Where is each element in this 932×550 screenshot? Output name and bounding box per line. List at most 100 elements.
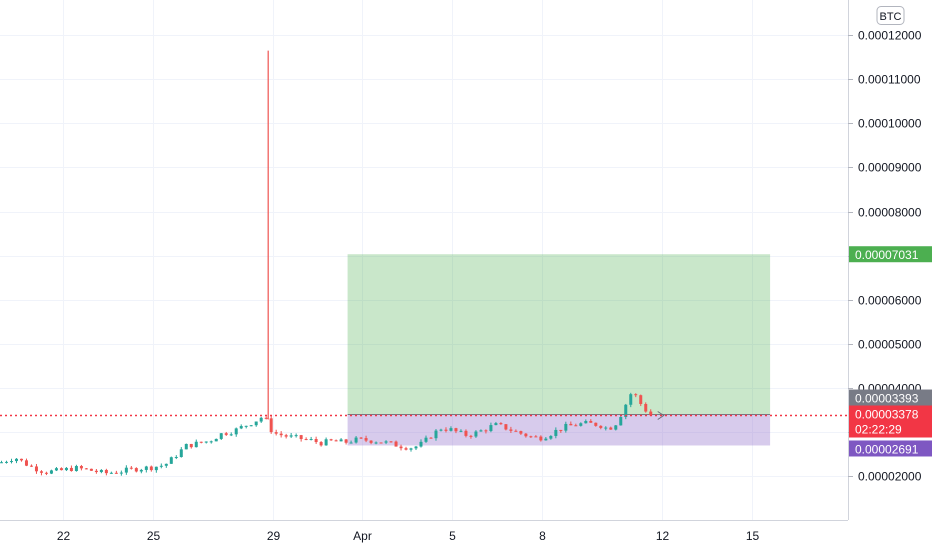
x-tick-label: 25 — [147, 529, 161, 543]
candle — [84, 468, 88, 470]
candle — [639, 394, 643, 407]
candle — [74, 464, 78, 472]
price-tags: 0.000070310.000033930.0000337802:22:290.… — [849, 246, 932, 457]
arrow-icon — [657, 411, 665, 420]
candle — [379, 442, 383, 444]
candle — [224, 431, 228, 436]
candle — [424, 435, 428, 443]
candles — [0, 50, 653, 476]
candle — [314, 436, 318, 444]
candle — [99, 469, 103, 474]
candle — [544, 437, 548, 441]
x-tick-label: Apr — [353, 529, 372, 543]
candle — [609, 426, 613, 430]
position-tool[interactable] — [347, 254, 771, 446]
candle — [294, 433, 298, 438]
candle — [409, 447, 413, 452]
candle — [154, 466, 158, 473]
entry-price-tag: 0.00003393 — [849, 389, 932, 406]
candle — [649, 409, 653, 416]
candle — [499, 422, 503, 425]
grid — [0, 0, 848, 520]
candle — [214, 438, 218, 442]
svg-text:0.00003378: 0.00003378 — [855, 408, 919, 422]
candle — [334, 439, 338, 442]
candle — [264, 416, 268, 420]
candle — [284, 433, 288, 439]
candle — [469, 434, 473, 439]
candle — [239, 424, 243, 430]
candle — [324, 437, 328, 446]
profit-zone[interactable] — [347, 254, 771, 415]
candle — [79, 464, 83, 471]
candle — [569, 421, 573, 426]
candle — [399, 444, 403, 451]
candle — [604, 426, 608, 431]
y-tick-label: 0.00006000 — [858, 294, 922, 308]
candle — [534, 435, 538, 438]
candle — [59, 467, 63, 471]
stop-zone[interactable] — [347, 414, 771, 446]
candle — [634, 393, 638, 398]
x-axis[interactable]: 22 25 29 Apr 5 8 12 15 — [57, 529, 760, 543]
candle — [434, 429, 438, 441]
svg-text:0.00007031: 0.00007031 — [855, 248, 919, 262]
target-price-tag: 0.00007031 — [849, 246, 932, 263]
svg-text:0.00002691: 0.00002691 — [855, 442, 919, 456]
candle — [454, 427, 458, 434]
candle — [319, 441, 323, 447]
candle — [564, 421, 568, 433]
y-tick-label: 0.00011000 — [858, 73, 921, 87]
candle — [519, 430, 523, 435]
candle — [64, 467, 68, 472]
candle — [464, 429, 468, 438]
candle — [199, 441, 203, 444]
candle — [129, 466, 133, 470]
candle — [14, 458, 18, 464]
candle — [584, 419, 588, 424]
y-tick-label: 0.00010000 — [858, 117, 922, 131]
candle — [204, 441, 208, 444]
candle — [364, 435, 368, 443]
candle — [459, 429, 463, 433]
candle — [149, 465, 153, 472]
x-tick-label: 29 — [267, 529, 281, 543]
currency-label: BTC — [880, 11, 902, 23]
candle — [339, 438, 343, 442]
candle — [514, 429, 518, 432]
candle — [484, 429, 488, 434]
candle — [219, 432, 223, 441]
candle — [299, 434, 303, 442]
candle — [54, 466, 58, 472]
x-tick-label: 8 — [539, 529, 546, 543]
candle — [114, 470, 118, 474]
currency-badge[interactable]: BTC — [876, 6, 905, 25]
candle — [159, 463, 163, 469]
candle — [559, 429, 563, 433]
candle — [279, 431, 283, 438]
candle — [619, 416, 623, 426]
candle — [0, 460, 3, 464]
candle — [119, 470, 123, 476]
candle — [404, 446, 408, 451]
candle — [164, 463, 168, 468]
candle — [34, 463, 38, 474]
candle — [104, 468, 108, 476]
candle — [359, 437, 363, 439]
candle — [439, 428, 443, 432]
candle — [539, 435, 543, 442]
candle — [169, 456, 173, 464]
candle — [259, 416, 263, 423]
candle — [19, 458, 23, 462]
candle — [574, 423, 578, 427]
candle — [174, 455, 178, 460]
candle — [94, 468, 98, 474]
candle — [529, 435, 533, 438]
y-tick-label: 0.00012000 — [858, 29, 922, 43]
y-tick-label: 0.00002000 — [858, 470, 922, 484]
candle — [504, 424, 508, 431]
candle — [69, 465, 73, 472]
candle — [479, 429, 483, 432]
candle — [234, 427, 238, 437]
